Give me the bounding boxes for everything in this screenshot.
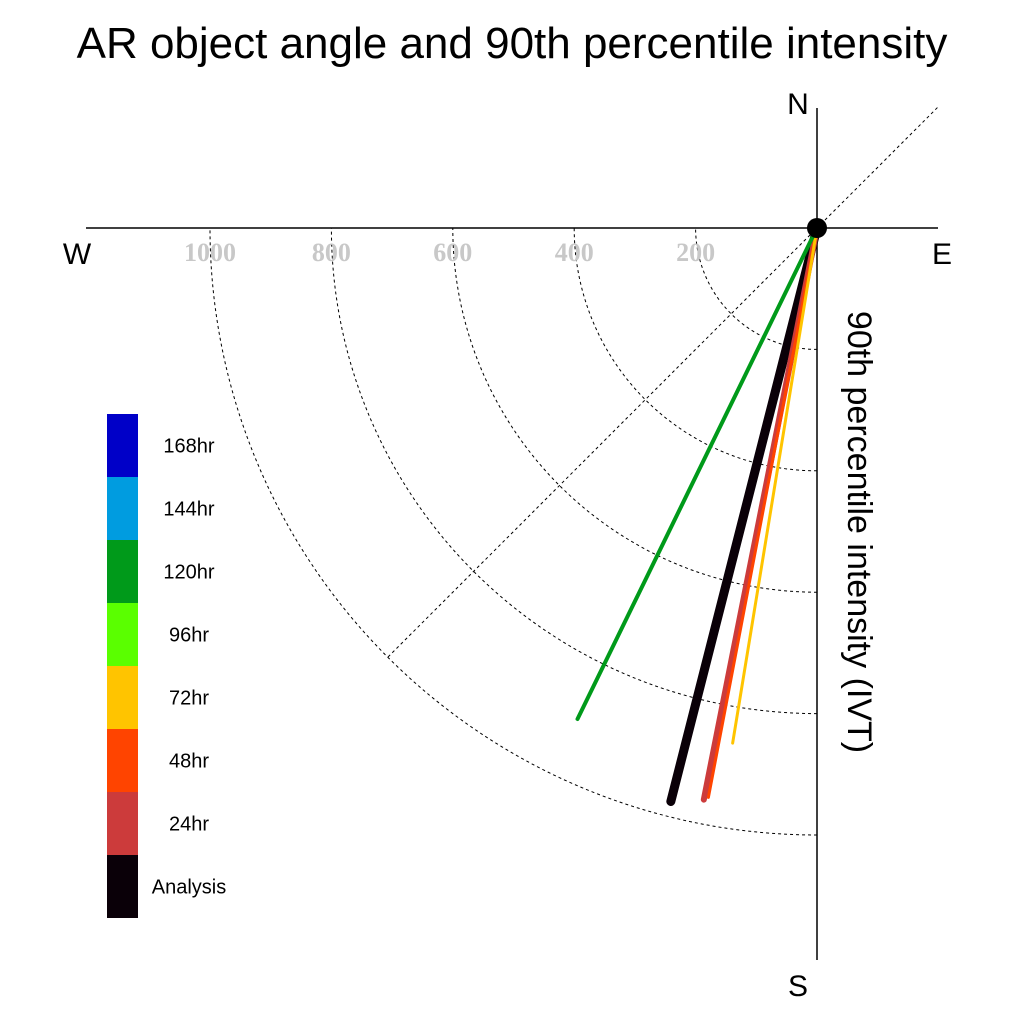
- legend-label-24hr: 24hr: [169, 814, 209, 836]
- vector-120hr: [575, 226, 819, 722]
- legend-label-144hr: 144hr: [163, 499, 214, 521]
- polar-grid: [209, 106, 939, 836]
- radial-tick-label: 200: [676, 238, 715, 267]
- grid-arc: [573, 227, 818, 472]
- chart-title: AR object angle and 90th percentile inte…: [77, 19, 948, 68]
- legend-swatch-72hr: [107, 666, 138, 729]
- vector-72hr: [731, 226, 819, 745]
- legend-label-96hr: 96hr: [169, 625, 209, 647]
- grid-arc: [452, 227, 818, 593]
- legend-label-168hr: 168hr: [163, 436, 214, 458]
- south-label: S: [788, 970, 808, 1003]
- y-axis-label: 90th percentile intensity (IVT): [840, 311, 878, 753]
- diagonal-gridline: [387, 106, 939, 658]
- legend-swatch-120hr: [107, 540, 138, 603]
- radial-tick-label: 1000: [184, 238, 236, 267]
- origin-marker: [807, 218, 827, 238]
- legend-label-48hr: 48hr: [169, 751, 209, 773]
- legend-swatch-24hr: [107, 792, 138, 855]
- legend-swatch-48hr: [107, 729, 138, 792]
- radial-tick-label: 600: [433, 238, 472, 267]
- radial-tick-label: 800: [312, 238, 351, 267]
- grid-arc: [209, 227, 818, 836]
- east-label: E: [932, 238, 952, 271]
- vector-analysis: [666, 223, 822, 806]
- legend-label-72hr: 72hr: [169, 688, 209, 710]
- north-label: N: [787, 88, 809, 121]
- legend-label-analysis: Analysis: [152, 877, 226, 899]
- legend-swatch-144hr: [107, 477, 138, 540]
- legend-swatch-analysis: [107, 855, 138, 918]
- legend-swatch-96hr: [107, 603, 138, 666]
- legend-swatch-168hr: [107, 414, 138, 477]
- radial-tick-labels: 1000 800 600 400 200: [184, 238, 715, 267]
- legend-label-120hr: 120hr: [163, 562, 214, 584]
- legend: 168hr 144hr 120hr 96hr 72hr 48hr 24hr Analysis: [107, 414, 226, 918]
- grid-arc: [330, 227, 818, 715]
- west-label: W: [63, 238, 92, 271]
- radial-tick-label: 400: [555, 238, 594, 267]
- vector-48hr: [706, 226, 819, 799]
- vectors: [575, 223, 822, 806]
